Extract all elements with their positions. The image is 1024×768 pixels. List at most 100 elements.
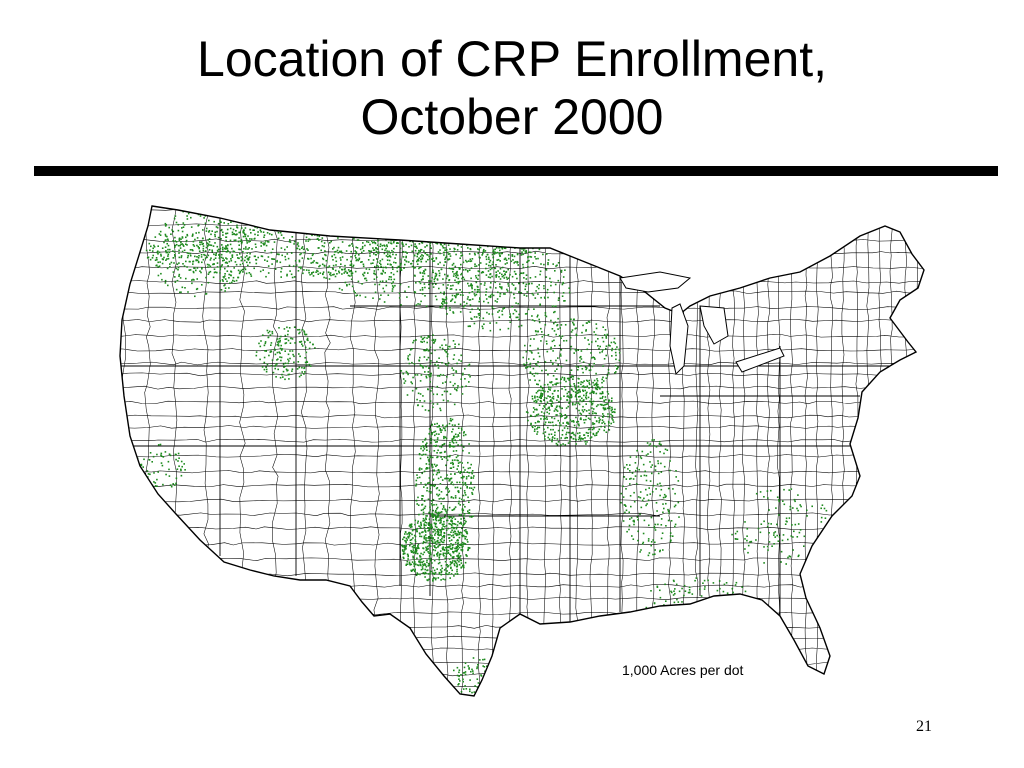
acreage-dot bbox=[459, 257, 461, 259]
acreage-dot bbox=[440, 518, 442, 521]
acreage-dot bbox=[407, 286, 410, 288]
acreage-dot bbox=[537, 257, 539, 260]
acreage-dot bbox=[550, 433, 553, 435]
acreage-dot bbox=[649, 451, 652, 453]
acreage-dot bbox=[170, 485, 173, 488]
acreage-dot bbox=[346, 284, 348, 287]
acreage-dot bbox=[391, 282, 393, 285]
acreage-dot bbox=[451, 561, 454, 564]
acreage-dot bbox=[462, 509, 465, 511]
acreage-dot bbox=[180, 460, 183, 463]
acreage-dot bbox=[547, 426, 549, 429]
acreage-dot bbox=[579, 439, 582, 441]
acreage-dot bbox=[414, 243, 416, 245]
acreage-dot bbox=[442, 517, 444, 519]
acreage-dot bbox=[470, 283, 472, 285]
acreage-dot bbox=[455, 547, 458, 549]
acreage-dot bbox=[453, 445, 456, 448]
acreage-dot bbox=[279, 261, 282, 264]
acreage-dot bbox=[543, 287, 545, 290]
acreage-dot bbox=[770, 523, 772, 525]
acreage-dot bbox=[451, 481, 453, 483]
acreage-dot bbox=[404, 380, 407, 382]
acreage-dot bbox=[755, 539, 757, 541]
acreage-dot bbox=[427, 388, 429, 391]
acreage-dot bbox=[447, 566, 449, 568]
acreage-dot bbox=[260, 255, 263, 257]
acreage-dot bbox=[535, 258, 537, 260]
acreage-dot bbox=[541, 331, 543, 333]
acreage-dot bbox=[201, 267, 203, 269]
acreage-dot bbox=[582, 410, 585, 413]
acreage-dot bbox=[501, 313, 504, 316]
acreage-dot bbox=[412, 545, 415, 547]
acreage-dot bbox=[247, 264, 249, 267]
acreage-dot bbox=[648, 487, 650, 489]
acreage-dot bbox=[447, 573, 449, 576]
acreage-dot bbox=[287, 358, 289, 361]
acreage-dot bbox=[434, 295, 437, 298]
acreage-dot bbox=[318, 265, 320, 268]
acreage-dot bbox=[566, 422, 568, 424]
acreage-dot bbox=[575, 407, 578, 410]
page-number: 21 bbox=[916, 718, 932, 735]
acreage-dot bbox=[676, 598, 678, 601]
acreage-dot bbox=[409, 539, 412, 541]
acreage-dot bbox=[429, 487, 431, 490]
acreage-dot bbox=[444, 546, 447, 549]
acreage-dot bbox=[437, 551, 439, 554]
acreage-dot bbox=[419, 554, 421, 557]
acreage-dot bbox=[782, 534, 785, 536]
acreage-dot bbox=[615, 358, 617, 361]
acreage-dot bbox=[427, 459, 430, 461]
acreage-dot bbox=[439, 550, 442, 552]
acreage-dot bbox=[279, 231, 282, 234]
acreage-dot bbox=[160, 255, 162, 257]
acreage-dot bbox=[339, 250, 341, 253]
acreage-dot bbox=[417, 260, 420, 262]
acreage-dot bbox=[423, 523, 425, 525]
acreage-dot bbox=[575, 398, 578, 401]
acreage-dot bbox=[513, 270, 516, 273]
acreage-dot bbox=[548, 438, 551, 440]
acreage-dot bbox=[458, 267, 460, 269]
acreage-dot bbox=[538, 426, 541, 429]
acreage-dot bbox=[529, 371, 532, 373]
acreage-dot bbox=[428, 287, 430, 290]
acreage-dot bbox=[373, 278, 376, 280]
acreage-dot bbox=[540, 327, 542, 330]
acreage-dot bbox=[580, 383, 582, 386]
acreage-dot bbox=[542, 407, 544, 410]
acreage-dot bbox=[417, 573, 419, 575]
acreage-dot bbox=[181, 237, 184, 239]
acreage-dot bbox=[511, 275, 514, 278]
acreage-dot bbox=[444, 525, 446, 528]
acreage-dot bbox=[202, 258, 205, 261]
acreage-dot bbox=[458, 281, 461, 283]
acreage-dot bbox=[449, 478, 451, 480]
acreage-dot bbox=[606, 407, 609, 410]
acreage-dot bbox=[149, 258, 152, 261]
acreage-dot bbox=[520, 292, 523, 294]
acreage-dot bbox=[315, 271, 317, 273]
acreage-dot bbox=[749, 541, 751, 543]
acreage-dot bbox=[473, 322, 476, 325]
acreage-dot bbox=[726, 592, 729, 594]
acreage-dot bbox=[443, 435, 445, 438]
acreage-dot bbox=[309, 341, 311, 344]
acreage-dot bbox=[663, 452, 665, 455]
acreage-dot bbox=[411, 241, 414, 243]
acreage-dot bbox=[291, 338, 294, 340]
acreage-dot bbox=[408, 532, 410, 534]
acreage-dot bbox=[562, 292, 565, 294]
acreage-dot bbox=[567, 395, 569, 397]
acreage-dot bbox=[425, 522, 428, 524]
acreage-dot bbox=[280, 276, 282, 278]
acreage-dot bbox=[276, 344, 279, 346]
acreage-dot bbox=[266, 232, 269, 234]
acreage-dot bbox=[449, 255, 452, 257]
acreage-dot bbox=[304, 371, 306, 373]
acreage-dot bbox=[574, 327, 577, 330]
acreage-dot bbox=[453, 564, 456, 567]
acreage-dot bbox=[447, 345, 449, 348]
